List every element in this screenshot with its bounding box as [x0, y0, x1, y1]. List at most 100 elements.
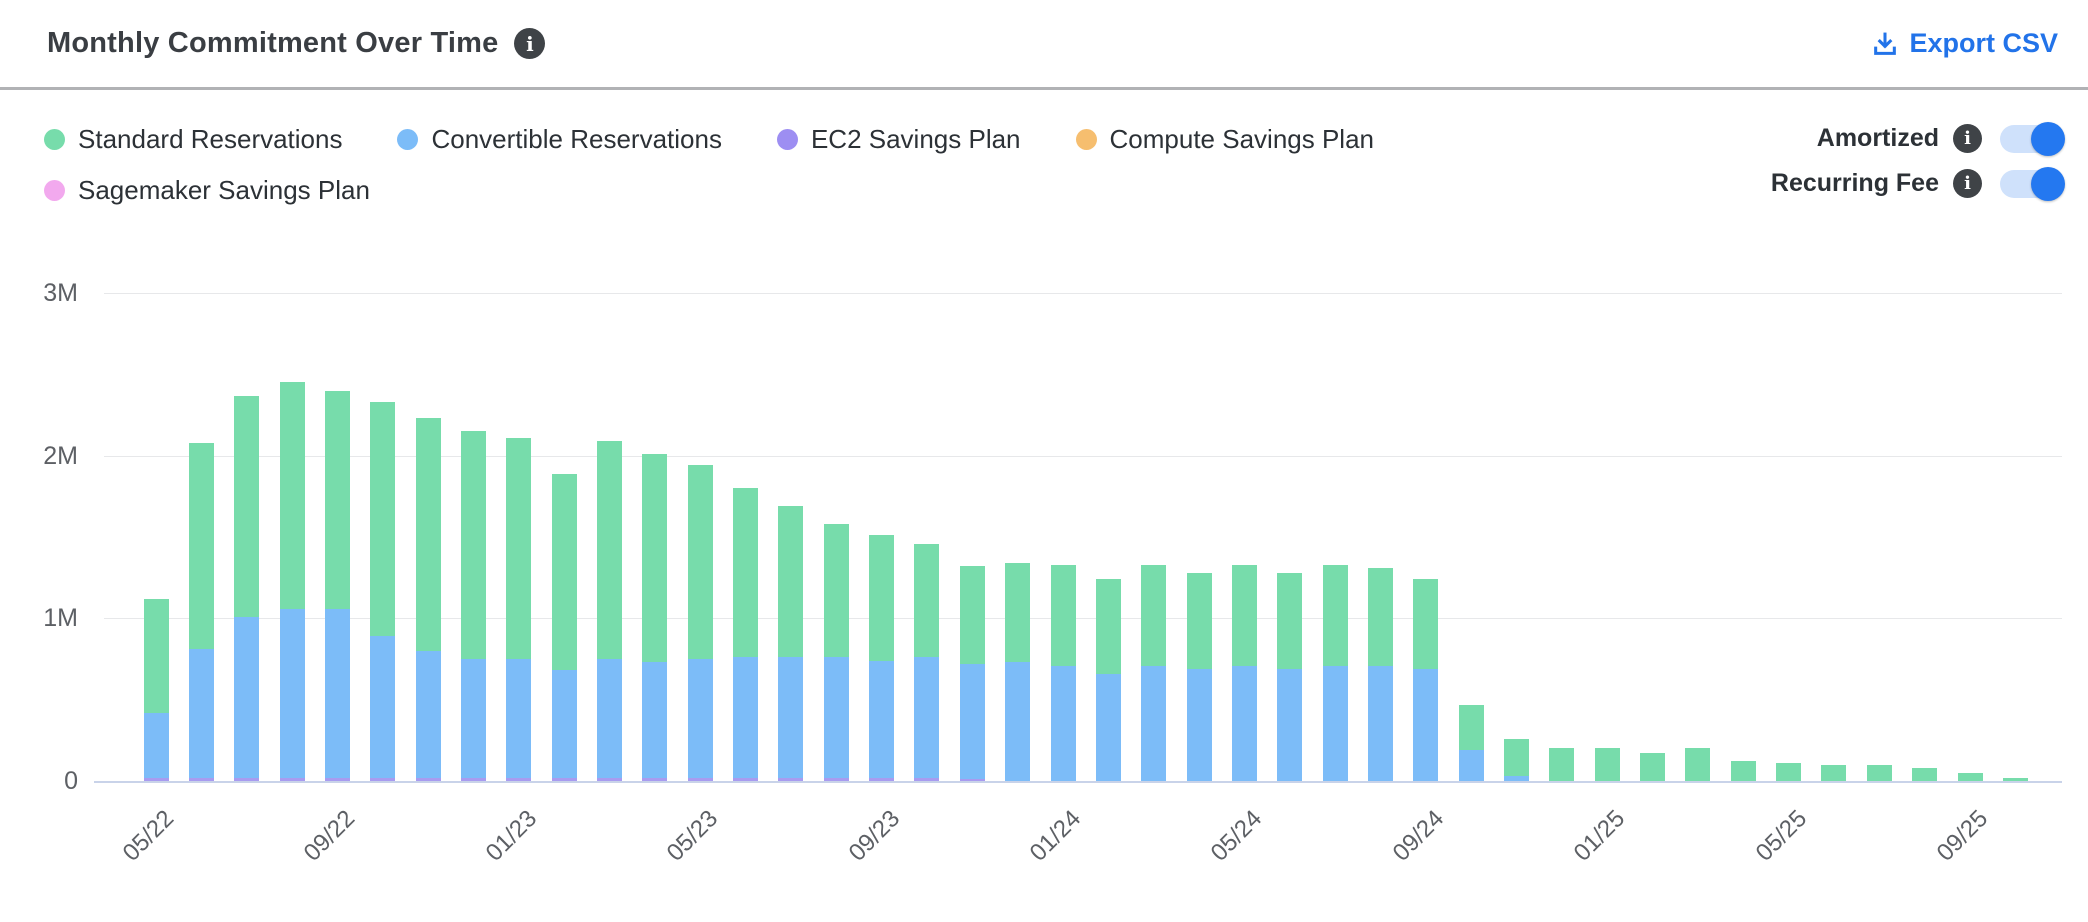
bar-02/25[interactable] [1640, 753, 1666, 781]
bar-07/22[interactable] [234, 395, 260, 781]
bar-09/25[interactable] [1957, 772, 1983, 781]
bar-segment-standard-reservations [1685, 748, 1711, 781]
title-info-icon[interactable] [514, 28, 546, 59]
info-icon[interactable] [1953, 169, 1982, 198]
bar-03/25[interactable] [1685, 748, 1711, 781]
bar-01/24[interactable] [1050, 564, 1076, 781]
bar-07/24[interactable] [1322, 564, 1348, 781]
bar-segment-standard-reservations [1277, 572, 1303, 669]
bar-04/25[interactable] [1730, 761, 1756, 781]
bar-06/24[interactable] [1277, 572, 1303, 781]
bar-segment-ec2-savings-plan [869, 777, 895, 781]
bar-segment-standard-reservations [460, 431, 486, 660]
bar-segment-standard-reservations [1231, 564, 1257, 666]
bar-segment-standard-reservations [959, 566, 985, 664]
bar-05/23[interactable] [687, 465, 713, 781]
bar-11/24[interactable] [1504, 738, 1529, 781]
bar-12/22[interactable] [460, 431, 486, 781]
bar-segment-convertible-reservations [1231, 665, 1257, 781]
x-axis-label: 05/22 [117, 805, 180, 867]
bar-04/23[interactable] [642, 454, 668, 781]
bar-12/23[interactable] [1005, 563, 1031, 781]
bar-01/23[interactable] [506, 437, 532, 781]
bar-segment-convertible-reservations [733, 657, 759, 778]
toggle-knob [2031, 166, 2065, 201]
x-axis-label: 05/25 [1750, 805, 1812, 867]
bar-02/24[interactable] [1095, 579, 1121, 781]
bar-07/25[interactable] [1866, 764, 1892, 781]
bar-11/23[interactable] [959, 566, 985, 781]
bar-07/23[interactable] [778, 506, 804, 781]
bar-10/22[interactable] [370, 402, 396, 781]
bar-segment-convertible-reservations [1141, 665, 1167, 781]
bar-segment-standard-reservations [551, 473, 577, 671]
bar-09/23[interactable] [869, 535, 895, 781]
bar-segment-ec2-savings-plan [733, 777, 759, 781]
legend-item-label: Convertible Reservations [431, 124, 722, 154]
x-axis-label: 09/23 [843, 805, 905, 867]
bar-segment-convertible-reservations [642, 662, 668, 778]
bar-segment-convertible-reservations [279, 608, 305, 778]
legend-item[interactable]: Standard Reservations [44, 124, 342, 155]
bar-02/23[interactable] [551, 473, 577, 781]
y-axis-label: 2M [43, 441, 78, 470]
x-axis-label: 05/24 [1205, 805, 1268, 867]
bar-05/25[interactable] [1776, 763, 1802, 781]
bar-11/22[interactable] [415, 418, 441, 781]
bar-segment-convertible-reservations [324, 608, 350, 778]
bar-09/22[interactable] [324, 390, 350, 781]
bar-segment-convertible-reservations [234, 616, 260, 778]
bar-10/25[interactable] [2002, 777, 2028, 781]
bar-segment-ec2-savings-plan [914, 777, 940, 781]
bar-segment-ec2-savings-plan [687, 777, 713, 781]
bar-03/23[interactable] [597, 441, 622, 781]
bar-08/23[interactable] [823, 524, 849, 781]
bar-segment-convertible-reservations [1005, 662, 1031, 781]
legend-item-label: Sagemaker Savings Plan [78, 175, 370, 205]
bar-segment-convertible-reservations [778, 657, 804, 778]
bar-05/24[interactable] [1231, 564, 1257, 781]
bar-04/24[interactable] [1186, 572, 1212, 781]
bar-10/23[interactable] [914, 543, 940, 781]
legend-item[interactable]: EC2 Savings Plan [776, 124, 1021, 155]
legend-dot-icon [776, 129, 798, 150]
info-icon[interactable] [1953, 124, 1982, 153]
bar-segment-standard-reservations [234, 395, 260, 617]
gridline [104, 455, 2062, 457]
bar-segment-standard-reservations [1005, 563, 1031, 663]
bar-06/23[interactable] [733, 488, 759, 781]
bar-segment-convertible-reservations [188, 649, 214, 778]
bar-segment-ec2-savings-plan [959, 779, 985, 781]
bar-segment-standard-reservations [778, 506, 804, 658]
bar-10/24[interactable] [1458, 704, 1484, 781]
y-axis-label: 0 [64, 767, 78, 795]
bar-segment-convertible-reservations [1413, 668, 1439, 781]
bar-08/24[interactable] [1367, 567, 1393, 781]
bar-01/25[interactable] [1594, 748, 1620, 781]
bar-segment-standard-reservations [1141, 564, 1167, 666]
legend-item[interactable]: Compute Savings Plan [1075, 124, 1374, 155]
bar-06/22[interactable] [188, 442, 214, 781]
x-axis-label: 01/25 [1568, 805, 1631, 867]
bar-03/24[interactable] [1141, 564, 1167, 781]
bar-09/24[interactable] [1413, 579, 1439, 781]
recurring-fee-toggle-switch[interactable] [2000, 166, 2065, 201]
legend-item-label: EC2 Savings Plan [810, 124, 1021, 154]
bar-segment-ec2-savings-plan [143, 777, 169, 781]
amortized-toggle-switch[interactable] [2000, 121, 2065, 156]
bar-segment-convertible-reservations [370, 636, 396, 778]
bar-segment-convertible-reservations [551, 670, 577, 778]
bar-06/25[interactable] [1821, 764, 1847, 781]
bar-08/22[interactable] [279, 382, 305, 781]
bar-05/22[interactable] [143, 598, 169, 781]
bar-segment-ec2-savings-plan [551, 777, 577, 781]
bar-08/25[interactable] [1912, 768, 1938, 781]
legend-item[interactable]: Sagemaker Savings Plan [44, 175, 370, 206]
legend-item[interactable]: Convertible Reservations [397, 124, 722, 155]
bar-segment-convertible-reservations [959, 663, 985, 780]
bar-segment-standard-reservations [733, 488, 759, 658]
legend-item-label: Standard Reservations [78, 124, 343, 154]
bar-segment-convertible-reservations [1095, 673, 1121, 781]
export-csv-button[interactable]: Export CSV [1871, 28, 2058, 59]
bar-12/24[interactable] [1549, 748, 1575, 781]
